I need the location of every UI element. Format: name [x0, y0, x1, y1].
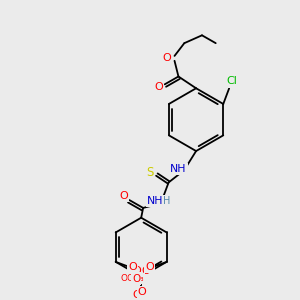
Text: H: H	[163, 196, 170, 206]
Text: O: O	[146, 262, 154, 272]
Text: NH: NH	[170, 164, 187, 174]
Text: O: O	[138, 287, 146, 297]
Text: O: O	[154, 82, 163, 92]
Text: O: O	[132, 290, 141, 300]
Text: O: O	[128, 262, 137, 272]
Text: O: O	[162, 53, 171, 63]
Text: Cl: Cl	[227, 76, 238, 86]
Text: O: O	[132, 274, 140, 284]
Text: S: S	[146, 166, 154, 179]
Text: O: O	[132, 266, 141, 276]
Text: OCH₃: OCH₃	[121, 274, 144, 283]
Text: O: O	[119, 191, 128, 201]
Text: O: O	[142, 266, 150, 276]
Text: NH: NH	[147, 196, 163, 206]
